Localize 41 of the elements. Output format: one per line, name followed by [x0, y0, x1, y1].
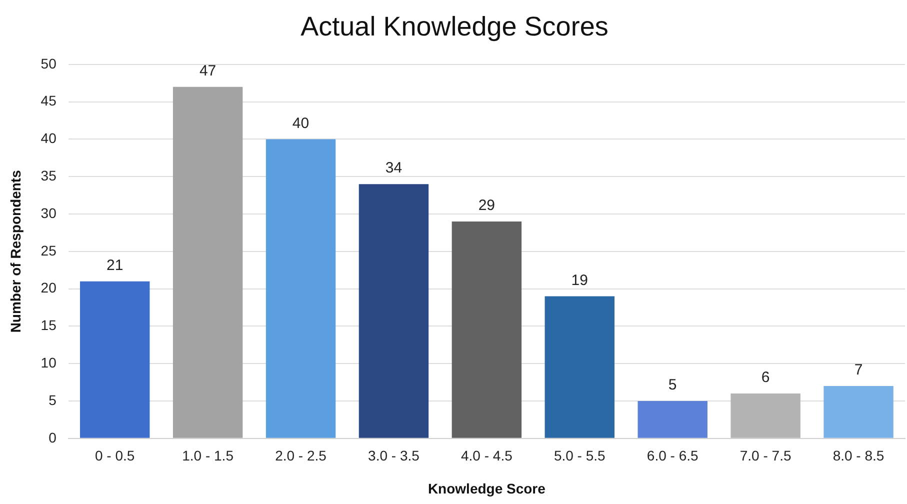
x-tick-label: 3.0 - 3.5 [368, 448, 420, 464]
y-tick-label: 25 [40, 242, 57, 258]
data-label: 40 [292, 114, 310, 132]
y-tick-label: 15 [40, 317, 57, 334]
chart-title: Actual Knowledge Scores [300, 12, 608, 42]
data-label: 29 [478, 197, 496, 214]
bar [544, 296, 615, 438]
y-tick-label: 40 [40, 130, 57, 146]
data-label: 19 [571, 272, 588, 289]
x-tick-label: 5.0 - 5.5 [554, 448, 606, 464]
data-label: 5 [668, 376, 677, 394]
y-tick-label: 50 [40, 55, 57, 72]
data-label: 21 [106, 256, 124, 274]
y-tick-label: 0 [48, 429, 57, 446]
x-tick-label: 2.0 - 2.5 [275, 448, 327, 464]
x-tick-label: 0 - 0.5 [95, 448, 135, 464]
data-label: 47 [199, 62, 216, 80]
bar [266, 139, 336, 438]
y-tick-label: 30 [40, 204, 57, 221]
y-tick-label: 10 [40, 354, 57, 370]
x-tick-label: 7.0 - 7.5 [740, 448, 792, 464]
x-axis-title: Knowledge Score [428, 480, 546, 496]
x-tick-label: 6.0 - 6.5 [646, 448, 698, 464]
y-tick-label: 20 [40, 280, 57, 296]
bar [730, 394, 800, 438]
data-label: 34 [385, 160, 402, 177]
bar [452, 221, 522, 438]
data-label: 6 [761, 369, 770, 386]
y-tick-label: 5 [48, 392, 57, 408]
x-tick-label: 8.0 - 8.5 [832, 448, 884, 464]
x-tick-label: 1.0 - 1.5 [182, 448, 234, 464]
x-tick-label: 4.0 - 4.5 [461, 448, 513, 464]
bar [824, 386, 894, 438]
y-axis-title: Number of Respondents [7, 170, 24, 333]
bar [172, 86, 243, 438]
bar [80, 281, 150, 438]
y-tick-label: 45 [40, 92, 57, 109]
bar [638, 401, 708, 438]
bar [358, 184, 429, 438]
data-label: 7 [854, 362, 863, 379]
y-tick-label: 35 [40, 167, 57, 184]
